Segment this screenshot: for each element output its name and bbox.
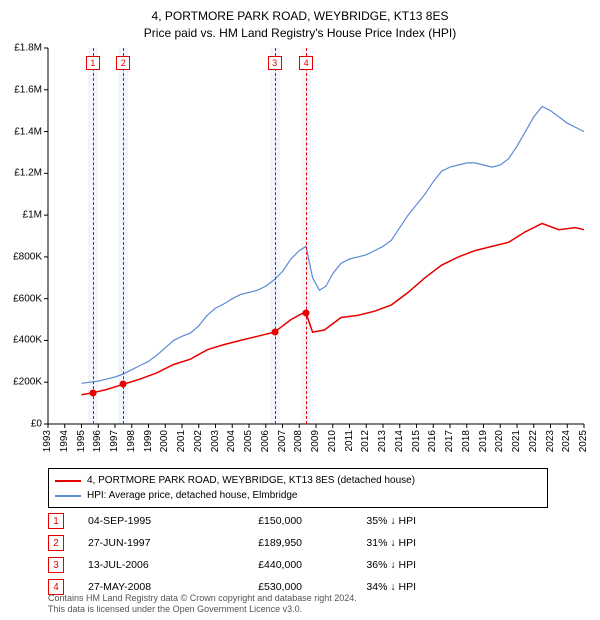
transaction-row: 3 13-JUL-2006 £440,000 36% ↓ HPI bbox=[48, 554, 548, 576]
chart-container: 4, PORTMORE PARK ROAD, WEYBRIDGE, KT13 8… bbox=[0, 0, 600, 620]
transaction-price: £440,000 bbox=[212, 559, 302, 571]
x-tick-label: 2004 bbox=[226, 430, 237, 452]
x-tick-label: 2011 bbox=[344, 430, 355, 452]
transaction-row: 1 04-SEP-1995 £150,000 35% ↓ HPI bbox=[48, 510, 548, 532]
y-axis: £0£200K£400K£600K£800K£1M£1.2M£1.4M£1.6M… bbox=[0, 48, 46, 424]
y-tick-label: £400K bbox=[13, 335, 42, 346]
x-tick-label: 2000 bbox=[159, 430, 170, 452]
x-tick-label: 2019 bbox=[478, 430, 489, 452]
x-tick-label: 2001 bbox=[176, 430, 187, 452]
legend-swatch-1 bbox=[55, 480, 81, 482]
x-tick-label: 2018 bbox=[461, 430, 472, 452]
y-tick-label: £600K bbox=[13, 293, 42, 304]
transaction-pct: 31% ↓ HPI bbox=[326, 537, 416, 549]
transaction-date: 27-JUN-1997 bbox=[88, 537, 188, 549]
series-line-price_paid bbox=[82, 224, 585, 395]
x-tick-label: 1999 bbox=[143, 430, 154, 452]
x-tick-label: 1997 bbox=[109, 430, 120, 452]
event-line bbox=[123, 48, 124, 424]
footer-line-2: This data is licensed under the Open Gov… bbox=[48, 604, 568, 616]
legend-label-2: HPI: Average price, detached house, Elmb… bbox=[87, 488, 298, 503]
title-line-2: Price paid vs. HM Land Registry's House … bbox=[0, 25, 600, 42]
legend-swatch-2 bbox=[55, 495, 81, 497]
event-marker: 1 bbox=[86, 56, 100, 70]
x-tick-label: 2008 bbox=[293, 430, 304, 452]
price-point bbox=[120, 381, 127, 388]
x-tick-label: 2006 bbox=[260, 430, 271, 452]
x-tick-label: 2020 bbox=[494, 430, 505, 452]
transaction-date: 04-SEP-1995 bbox=[88, 515, 188, 527]
y-tick-label: £800K bbox=[13, 251, 42, 262]
price-point bbox=[303, 310, 310, 317]
y-tick-label: £1.8M bbox=[14, 43, 42, 54]
series-line-hpi bbox=[82, 107, 585, 384]
x-tick-label: 2005 bbox=[243, 430, 254, 452]
x-tick-label: 2016 bbox=[427, 430, 438, 452]
transaction-marker: 1 bbox=[48, 513, 64, 529]
price-point bbox=[89, 389, 96, 396]
transaction-pct: 34% ↓ HPI bbox=[326, 581, 416, 593]
event-line bbox=[275, 48, 276, 424]
x-tick-label: 2015 bbox=[411, 430, 422, 452]
transaction-price: £150,000 bbox=[212, 515, 302, 527]
x-tick-label: 2014 bbox=[394, 430, 405, 452]
x-tick-label: 1993 bbox=[42, 430, 53, 452]
transaction-marker: 2 bbox=[48, 535, 64, 551]
y-tick-label: £200K bbox=[13, 377, 42, 388]
x-tick-label: 2025 bbox=[578, 430, 589, 452]
footer-attribution: Contains HM Land Registry data © Crown c… bbox=[48, 593, 568, 616]
x-tick-label: 2009 bbox=[310, 430, 321, 452]
transaction-date: 13-JUL-2006 bbox=[88, 559, 188, 571]
x-tick-label: 1994 bbox=[59, 430, 70, 452]
legend-row-1: 4, PORTMORE PARK ROAD, WEYBRIDGE, KT13 8… bbox=[55, 473, 541, 488]
y-tick-label: £1.4M bbox=[14, 126, 42, 137]
x-tick-label: 2021 bbox=[511, 430, 522, 452]
x-tick-label: 1995 bbox=[76, 430, 87, 452]
y-tick-label: £0 bbox=[31, 419, 42, 430]
transaction-table: 1 04-SEP-1995 £150,000 35% ↓ HPI 2 27-JUN-199… bbox=[48, 510, 548, 598]
transaction-row: 2 27-JUN-1997 £189,950 31% ↓ HPI bbox=[48, 532, 548, 554]
chart-title-block: 4, PORTMORE PARK ROAD, WEYBRIDGE, KT13 8… bbox=[0, 0, 600, 42]
transaction-pct: 36% ↓ HPI bbox=[326, 559, 416, 571]
plot-svg bbox=[48, 48, 584, 424]
transaction-marker: 3 bbox=[48, 557, 64, 573]
x-tick-label: 2007 bbox=[277, 430, 288, 452]
legend-label-1: 4, PORTMORE PARK ROAD, WEYBRIDGE, KT13 8… bbox=[87, 473, 415, 488]
transaction-price: £530,000 bbox=[212, 581, 302, 593]
event-line bbox=[306, 48, 307, 424]
legend-box: 4, PORTMORE PARK ROAD, WEYBRIDGE, KT13 8… bbox=[48, 468, 548, 508]
transaction-date: 27-MAY-2008 bbox=[88, 581, 188, 593]
x-tick-label: 1996 bbox=[92, 430, 103, 452]
x-tick-label: 2023 bbox=[545, 430, 556, 452]
x-tick-label: 2010 bbox=[327, 430, 338, 452]
footer-line-1: Contains HM Land Registry data © Crown c… bbox=[48, 593, 568, 605]
plot-area: 1 2 3 4 bbox=[48, 48, 584, 424]
x-tick-label: 2003 bbox=[210, 430, 221, 452]
x-tick-label: 2017 bbox=[444, 430, 455, 452]
transaction-price: £189,950 bbox=[212, 537, 302, 549]
x-tick-label: 2022 bbox=[528, 430, 539, 452]
x-tick-label: 2013 bbox=[377, 430, 388, 452]
legend-row-2: HPI: Average price, detached house, Elmb… bbox=[55, 488, 541, 503]
y-tick-label: £1M bbox=[23, 210, 42, 221]
title-line-1: 4, PORTMORE PARK ROAD, WEYBRIDGE, KT13 8… bbox=[0, 8, 600, 25]
y-tick-label: £1.6M bbox=[14, 84, 42, 95]
x-axis: 1993199419951996199719981999200020012002… bbox=[48, 424, 584, 464]
event-marker: 2 bbox=[116, 56, 130, 70]
event-marker: 3 bbox=[268, 56, 282, 70]
x-tick-label: 2002 bbox=[193, 430, 204, 452]
event-marker: 4 bbox=[299, 56, 313, 70]
transaction-pct: 35% ↓ HPI bbox=[326, 515, 416, 527]
event-line bbox=[93, 48, 94, 424]
price-point bbox=[271, 329, 278, 336]
x-tick-label: 2024 bbox=[561, 430, 572, 452]
x-tick-label: 1998 bbox=[126, 430, 137, 452]
x-tick-label: 2012 bbox=[360, 430, 371, 452]
y-tick-label: £1.2M bbox=[14, 168, 42, 179]
